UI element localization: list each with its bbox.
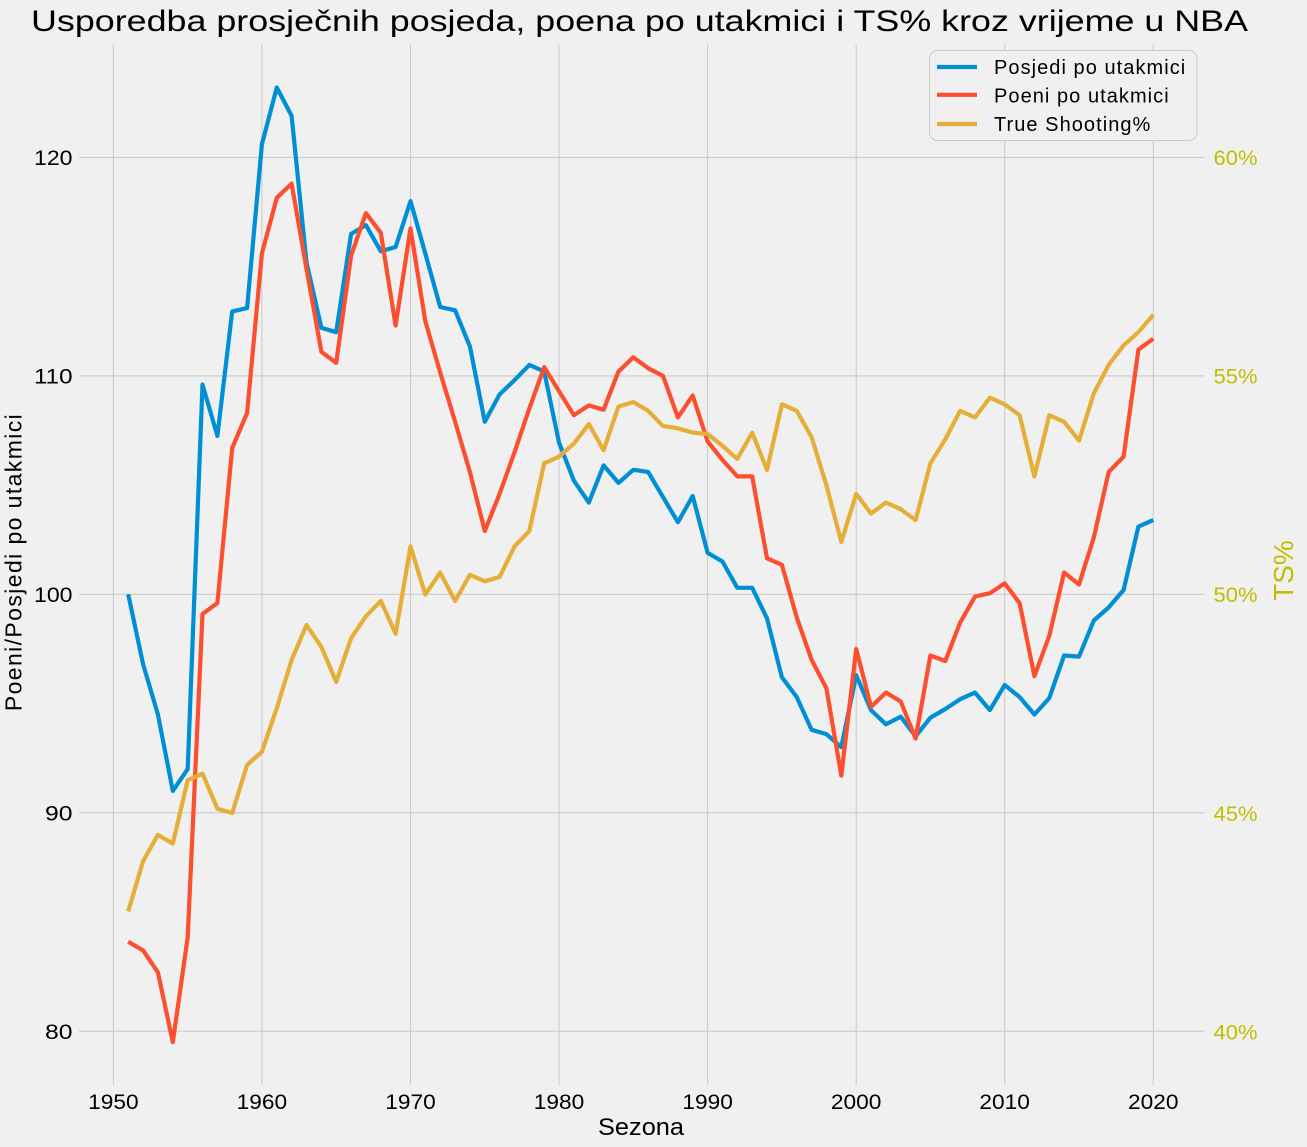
svg-text:Usporedba prosječnih posjeda,: Usporedba prosječnih posjeda, poena po u… [31,5,1248,38]
svg-text:1970: 1970 [385,1090,436,1114]
svg-text:110: 110 [34,365,73,389]
svg-text:1980: 1980 [534,1090,585,1114]
svg-text:1960: 1960 [237,1090,288,1114]
svg-text:120: 120 [34,146,73,170]
svg-text:Sezona: Sezona [598,1114,685,1141]
svg-text:40%: 40% [1214,1020,1258,1044]
svg-text:Poeni/Posjedi po utakmici: Poeni/Posjedi po utakmici [1,413,27,711]
svg-text:100: 100 [34,583,73,607]
svg-text:1950: 1950 [88,1090,139,1114]
svg-text:50%: 50% [1214,583,1258,607]
svg-text:60%: 60% [1214,146,1258,170]
svg-text:2020: 2020 [1128,1090,1179,1114]
svg-text:80: 80 [45,1020,73,1044]
svg-text:Poeni po utakmici: Poeni po utakmici [994,86,1170,108]
svg-text:55%: 55% [1214,365,1258,389]
svg-text:TS%: TS% [1268,540,1299,601]
svg-text:2010: 2010 [979,1090,1030,1114]
svg-text:1990: 1990 [682,1090,733,1114]
svg-text:True Shooting%: True Shooting% [994,114,1151,136]
svg-text:2000: 2000 [831,1090,882,1114]
svg-text:90: 90 [45,802,73,826]
svg-text:Posjedi po utakmici: Posjedi po utakmici [994,57,1186,79]
svg-text:45%: 45% [1214,802,1258,826]
